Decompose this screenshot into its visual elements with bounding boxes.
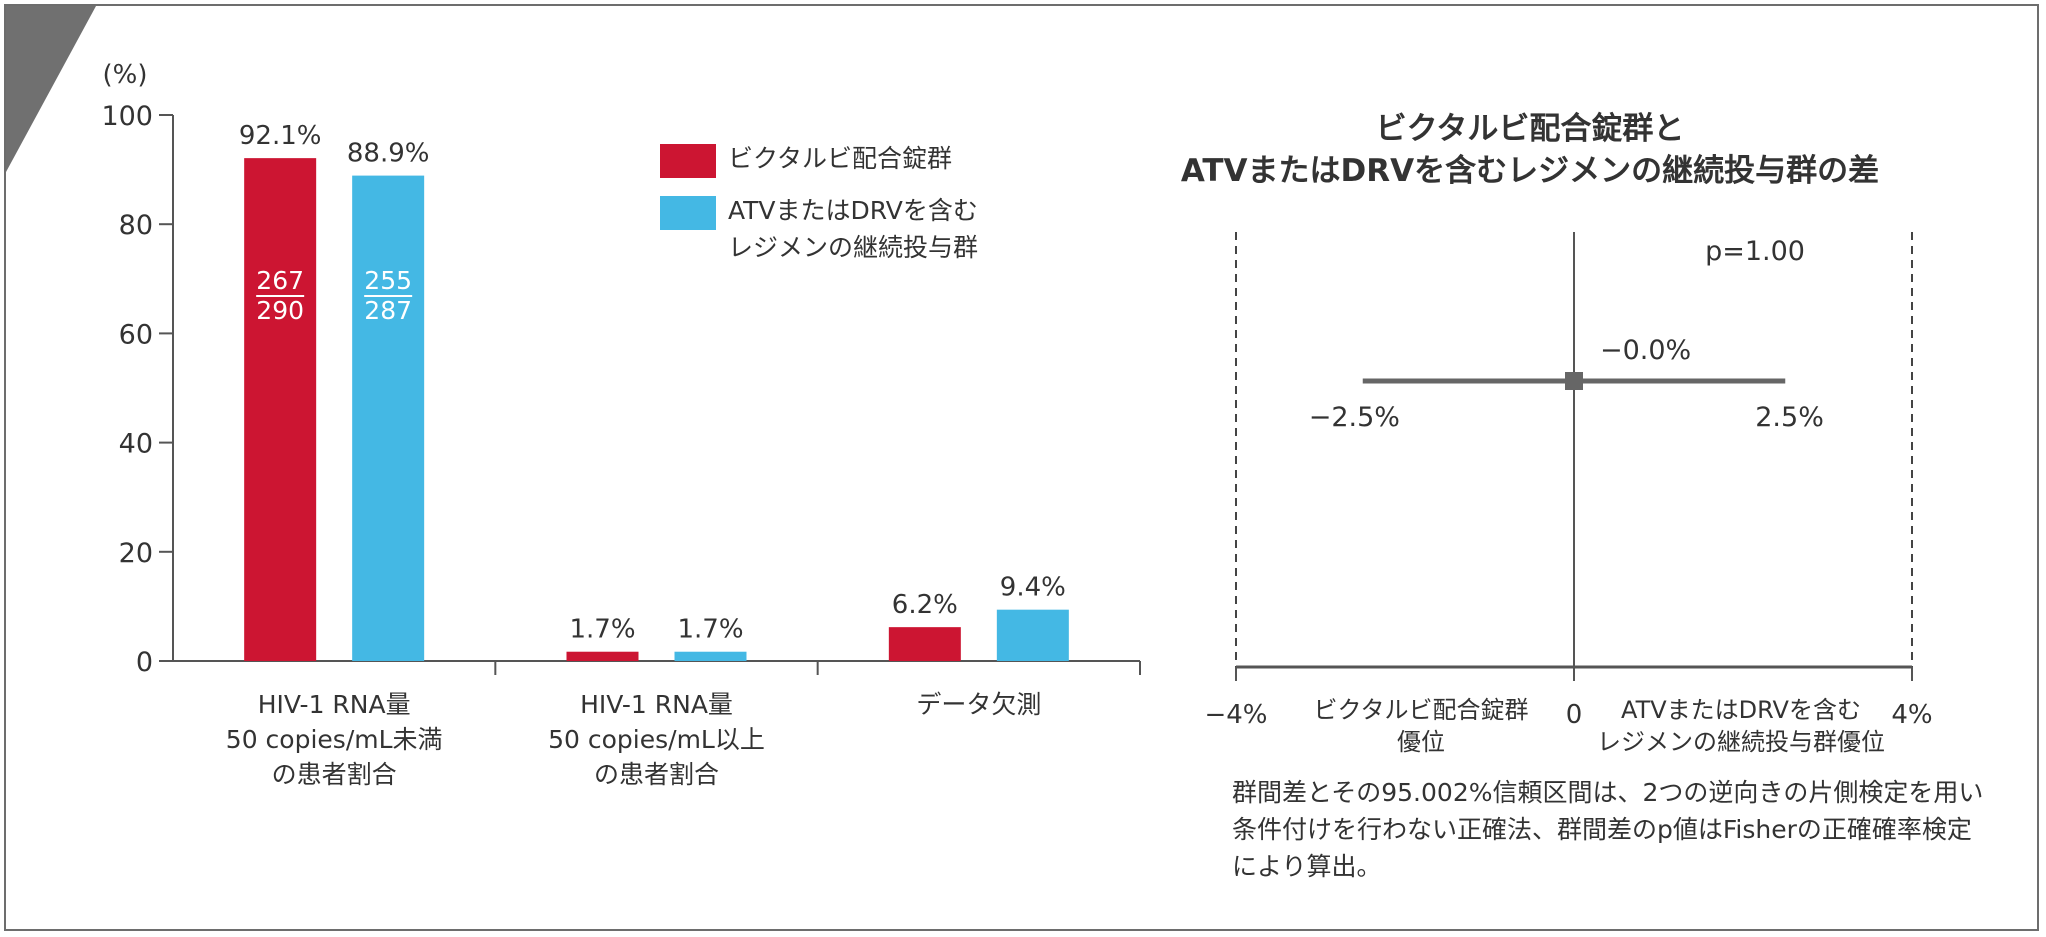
ci-upper-label: 2.5%	[1755, 402, 1824, 433]
bar-value-label: 9.4%	[1000, 573, 1066, 603]
legend-swatch-group-b	[660, 196, 716, 230]
y-tick-label: 60	[119, 319, 153, 350]
y-tick-label: 80	[119, 210, 153, 241]
bar-value-label: 92.1%	[239, 121, 322, 151]
left-favor-label: ビクタルビ配合錠群	[1313, 696, 1528, 724]
forest-x-tick-label: 4%	[1891, 700, 1932, 730]
fraction-denominator: 287	[364, 296, 412, 325]
forest-x-tick-label: 0	[1566, 700, 1583, 730]
forest-footnote: 群間差とその95.002%信頼区間は、2つの逆向きの片側検定を用い条件付けを行わ…	[1232, 778, 1984, 881]
right-favor-label: レジメンの継続投与群優位	[1597, 728, 1885, 756]
x-category-label: 50 copies/mL未満	[226, 725, 443, 754]
figure-frame	[4, 4, 2039, 931]
point-estimate-marker	[1565, 372, 1583, 390]
bar-value-label: 1.7%	[569, 615, 635, 645]
right-favor-label: ATVまたはDRVを含む	[1621, 696, 1861, 724]
y-tick-label: 20	[119, 538, 153, 569]
y-unit-label: (%)	[103, 60, 148, 90]
legend-label-group-b: ATVまたはDRVを含む レジメンの継続投与群	[728, 196, 979, 262]
bar	[244, 158, 317, 661]
fraction-numerator: 267	[256, 266, 304, 295]
bar	[352, 175, 425, 661]
bar-value-label: 1.7%	[677, 615, 743, 645]
x-category-label: の患者割合	[272, 760, 397, 789]
legend-item-group-b: ATVまたはDRVを含む レジメンの継続投与群	[660, 192, 978, 266]
bar	[566, 651, 639, 661]
legend-swatch-group-a	[660, 144, 716, 178]
bar	[888, 627, 961, 661]
bar-value-label: 6.2%	[892, 590, 958, 620]
y-tick-label: 100	[101, 101, 153, 132]
forest-title: ビクタルビ配合錠群と ATVまたはDRVを含むレジメンの継続投与群の差	[1180, 111, 1880, 189]
bar	[674, 651, 747, 661]
x-category-label: データ欠測	[916, 690, 1041, 719]
x-category-label: 50 copies/mL以上	[548, 725, 765, 754]
forest-x-tick-label: −4%	[1204, 700, 1267, 730]
fraction-denominator: 290	[256, 296, 304, 325]
bar	[996, 609, 1069, 661]
corner-triangle-icon	[6, 6, 96, 172]
x-category-label: HIV-1 RNA量	[258, 690, 411, 719]
y-tick-label: 40	[119, 429, 153, 460]
fraction-numerator: 255	[364, 266, 412, 295]
legend-label-group-a: ビクタルビ配合錠群	[728, 144, 953, 173]
x-category-label: HIV-1 RNA量	[580, 690, 733, 719]
ci-lower-label: −2.5%	[1309, 402, 1400, 433]
bar-value-label: 88.9%	[347, 139, 430, 169]
p-value-label: p=1.00	[1705, 236, 1805, 267]
y-tick-label: 0	[136, 647, 153, 678]
left-favor-label: 優位	[1397, 728, 1445, 756]
x-category-label: の患者割合	[594, 760, 719, 789]
point-estimate-label: −0.0%	[1600, 335, 1691, 366]
legend-item-group-a: ビクタルビ配合錠群	[660, 140, 952, 178]
